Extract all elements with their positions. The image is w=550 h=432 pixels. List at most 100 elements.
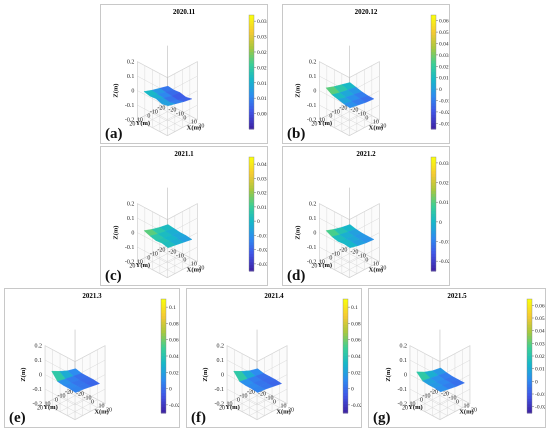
grid-line xyxy=(137,203,168,220)
colorbar-segment xyxy=(431,106,436,110)
colorbar-segment xyxy=(249,94,254,99)
colorbar-tick-label: -0.01 xyxy=(439,240,449,246)
y-axis-label: Y(m) xyxy=(43,404,57,411)
surface-patch xyxy=(359,236,375,244)
z-tick-label: -0.1 xyxy=(397,387,407,393)
colorbar-segment xyxy=(527,370,532,374)
colorbar-segment xyxy=(431,216,436,221)
colorbar-segment xyxy=(249,26,254,30)
y-tick-label: 10 xyxy=(45,402,51,408)
y-tick-label: 10 xyxy=(137,260,143,266)
colorbar-segment xyxy=(161,307,166,311)
x-tick-label: -20 xyxy=(350,108,358,114)
colorbar-segment xyxy=(431,253,436,258)
grid-line xyxy=(167,261,198,278)
colorbar-segment xyxy=(249,52,254,56)
grid-line xyxy=(137,61,168,78)
z-tick-label: 0 xyxy=(313,231,316,237)
panel-c: 2021.1 0.2 0.1 0 -0.1 -0.2 Z(m) 20 10 0 -10 -20 Y(m)… xyxy=(100,146,268,286)
colorbar-segment xyxy=(249,80,254,84)
colorbar-segment xyxy=(161,327,166,331)
colorbar-tick-label: 0.02 xyxy=(257,65,267,71)
colorbar-tick-label: 0 xyxy=(439,220,442,226)
colorbar-segment xyxy=(343,367,348,371)
colorbar-segment xyxy=(431,248,436,252)
surface-patch xyxy=(359,95,375,103)
x-tick-label: -20 xyxy=(258,392,266,398)
colorbar-segment xyxy=(431,228,436,232)
colorbar-segment xyxy=(343,381,348,385)
colorbar-tick-label: 0.05 xyxy=(535,316,545,322)
colorbar-tick-label: 0.06 xyxy=(535,303,545,309)
grid-line xyxy=(439,403,471,420)
colorbar-segment xyxy=(431,182,436,186)
colorbar-segment xyxy=(161,316,166,320)
colorbar-segment xyxy=(343,361,348,366)
colorbar-segment xyxy=(161,321,166,326)
colorbar-segment xyxy=(431,40,436,44)
colorbar-segment xyxy=(161,350,166,354)
surface-patch xyxy=(177,235,193,243)
panel-title: 2020.11 xyxy=(173,8,196,16)
colorbar-segment xyxy=(431,199,436,204)
colorbar-segment xyxy=(527,301,532,306)
colorbar-segment xyxy=(431,214,436,218)
colorbar-segment xyxy=(249,251,254,255)
colorbar-tick-label: -0.02 xyxy=(257,248,267,254)
z-tick-label: -0.2 xyxy=(33,402,43,408)
colorbar-segment xyxy=(431,114,436,119)
colorbar-segment xyxy=(249,111,254,116)
x-tick-label: 20 xyxy=(471,408,477,414)
colorbar-segment xyxy=(249,34,254,39)
colorbar-segment xyxy=(431,103,436,107)
colorbar-segment xyxy=(527,387,532,391)
panel-letter: (b) xyxy=(287,126,305,142)
colorbar-segment xyxy=(249,194,254,198)
colorbar-segment xyxy=(431,123,436,127)
grid-line xyxy=(319,203,350,220)
colorbar-segment xyxy=(431,77,436,82)
colorbar-segment xyxy=(431,54,436,59)
x-tick-label: 0 xyxy=(456,400,459,406)
colorbar-segment xyxy=(431,256,436,261)
colorbar-segment xyxy=(343,304,348,309)
grid-line xyxy=(226,403,258,420)
grid-line xyxy=(167,119,198,136)
colorbar-segment xyxy=(343,407,348,411)
colorbar-segment xyxy=(431,91,436,96)
colorbar-segment xyxy=(431,80,436,84)
panel-d: 2021.2 0.2 0.1 0 -0.1 -0.2 Z(m) 20 10 0 -10 -20 Y(m)… xyxy=(282,146,450,286)
colorbar-segment xyxy=(431,49,436,53)
grid-line xyxy=(409,403,441,420)
colorbar-segment xyxy=(431,165,436,169)
colorbar-segment xyxy=(249,211,254,215)
y-tick-label: 20 xyxy=(219,406,225,412)
x-tick-label: -10 xyxy=(84,396,92,402)
colorbar-segment xyxy=(249,188,254,192)
colorbar-segment xyxy=(527,307,532,311)
panel-title: 2021.1 xyxy=(174,150,194,158)
colorbar-segment xyxy=(161,310,166,314)
colorbar-segment xyxy=(431,52,436,56)
colorbar-segment xyxy=(249,259,254,263)
colorbar-segment xyxy=(249,89,254,93)
colorbar-segment xyxy=(249,72,254,76)
colorbar-tick-label: 0.025 xyxy=(257,50,267,56)
y-tick-label: 0 xyxy=(329,114,332,120)
colorbar-segment xyxy=(527,310,532,314)
colorbar-segment xyxy=(249,29,254,33)
colorbar-frame xyxy=(248,14,255,130)
x-tick-label: -10 xyxy=(266,396,274,402)
y-tick-label: -20 xyxy=(339,106,347,112)
y-tick-label: -10 xyxy=(422,394,430,400)
colorbar-segment xyxy=(343,313,348,317)
colorbar-segment xyxy=(527,361,532,366)
colorbar-segment xyxy=(249,74,254,79)
grid-line xyxy=(167,203,198,220)
x-axis-label: X(m) xyxy=(369,124,383,131)
y-tick-label: 10 xyxy=(319,260,325,266)
colorbar-segment xyxy=(161,398,166,403)
y-axis-label: Y(m) xyxy=(318,120,332,127)
y-tick-label: -10 xyxy=(150,252,158,258)
colorbar-tick-label: 0.06 xyxy=(169,338,179,344)
